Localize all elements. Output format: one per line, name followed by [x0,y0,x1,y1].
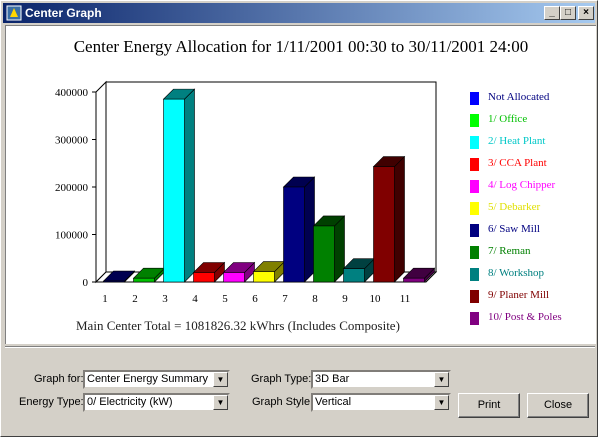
bar-9 [343,268,365,283]
bar-chart: 0 100000 200000 300000 400000 1 2 3 4 5 6 7 8 9 10 11 [55,80,438,305]
bar-side-7 [304,176,315,283]
controls-panel: Graph for: Center Energy Summary ▼ Energ… [5,346,595,434]
legend-swatch [470,114,479,127]
bar-7 [283,186,305,283]
bar-side-10 [394,155,405,283]
graph-type-select[interactable]: 3D Bar ▼ [311,370,451,389]
graph-type-value: 3D Bar [315,373,350,385]
bar-10 [373,166,395,283]
graph-style-label: Graph Style: [252,396,314,408]
bar-3 [163,98,185,283]
legend-swatch [470,158,479,171]
legend-swatch [470,224,479,237]
graph-for-label: Graph for: [34,373,84,385]
x-tick-label: 8 [312,293,318,305]
graph-for-value: Center Energy Summary [87,373,209,385]
bar-2 [133,277,155,283]
print-button[interactable]: Print [458,393,520,418]
legend-label: 5/ Debarker [488,201,541,213]
main-center-total: Main Center Total = 1081826.32 kWhrs (In… [76,318,400,333]
chevron-down-icon[interactable]: ▼ [434,395,449,410]
app-icon [6,5,22,21]
legend-swatch [470,180,479,193]
bar-4 [193,272,215,283]
x-tick-label: 6 [252,293,258,305]
chevron-down-icon[interactable]: ▼ [434,372,449,387]
legend-swatch [470,290,479,303]
bar-side-8 [334,215,345,283]
x-tick-label: 5 [222,293,228,305]
bar-6 [253,271,275,283]
legend-label: 10/ Post & Poles [488,311,562,323]
chevron-down-icon[interactable]: ▼ [213,395,228,410]
chevron-down-icon[interactable]: ▼ [213,372,228,387]
bar-1 [103,280,125,283]
x-tick-label: 3 [162,293,168,305]
energy-type-value: 0/ Electricity (kW) [87,396,173,408]
x-tick-label: 2 [132,293,138,305]
y-tick-label: 200000 [55,182,89,194]
title-bar[interactable]: Center Graph _ □ × [3,3,595,23]
maximize-button[interactable]: □ [560,6,576,20]
legend-label: 8/ Workshop [488,267,545,279]
x-tick-label: 4 [192,293,198,305]
x-tick-label: 10 [370,293,382,305]
bar-11 [403,277,425,283]
graph-area: Center Energy Allocation for 1/11/2001 0… [5,25,596,344]
graph-for-select[interactable]: Center Energy Summary ▼ [83,370,230,389]
energy-type-label: Energy Type: [19,396,84,408]
y-tick-label: 400000 [55,87,89,99]
legend-swatch [470,136,479,149]
y-tick-label: 0 [83,277,89,289]
legend-label: 9/ Planer Mill [488,289,550,301]
legend-swatch [470,312,479,325]
graph-type-label: Graph Type: [251,373,312,385]
close-window-button[interactable]: × [578,6,594,20]
minimize-button[interactable]: _ [544,6,560,20]
chart-left-wall [95,80,107,284]
bar-side-3 [184,88,195,283]
legend-label: 4/ Log Chipper [488,179,556,191]
energy-type-select[interactable]: 0/ Electricity (kW) ▼ [83,393,230,412]
close-button[interactable]: Close [527,393,589,418]
y-tick-label: 300000 [55,135,89,147]
chart-title: Center Energy Allocation for 1/11/2001 0… [73,37,529,56]
legend-swatch [470,268,479,281]
bar-5 [223,272,245,283]
graph-style-value: Vertical [315,396,352,408]
legend-label: 7/ Reman [488,245,531,257]
x-tick-label: 7 [282,293,288,305]
window-title: Center Graph [25,6,102,20]
legend-swatch [470,202,479,215]
legend-label: 6/ Saw Mill [488,223,540,235]
legend-label: 3/ CCA Plant [488,157,547,169]
legend-label: Not Allocated [488,91,550,103]
legend-swatch [470,92,479,105]
y-tick-label: 100000 [55,230,89,242]
x-tick-label: 1 [102,293,108,305]
legend-label: 2/ Heat Plant [488,135,546,147]
bar-8 [313,225,335,283]
separator [5,346,595,348]
x-tick-label: 9 [342,293,348,305]
legend-swatch [470,246,479,259]
x-tick-label: 11 [400,293,411,305]
legend-label: 1/ Office [488,113,528,125]
graph-style-select[interactable]: Vertical ▼ [311,393,451,412]
